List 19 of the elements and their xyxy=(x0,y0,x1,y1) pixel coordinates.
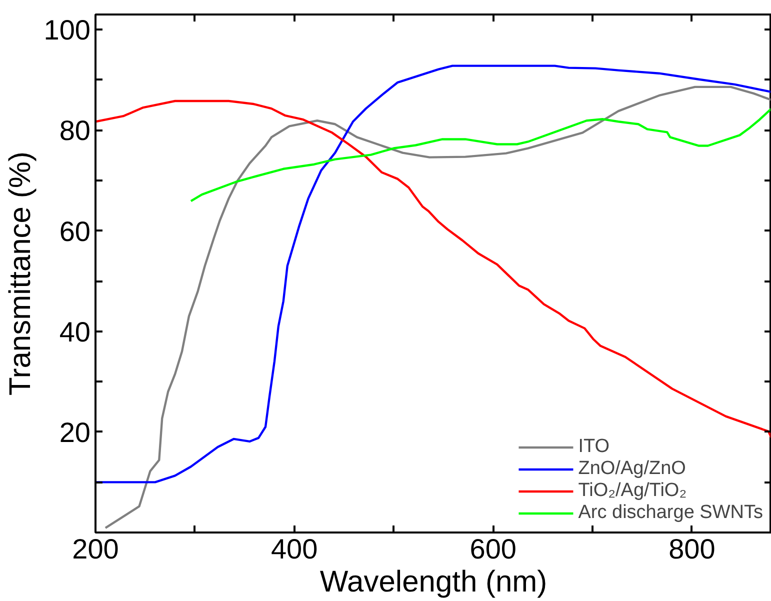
x-axis-title: Wavelength (nm) xyxy=(320,566,548,598)
line-series xyxy=(96,100,771,440)
y-axis-title: Transmittance (%) xyxy=(4,152,37,396)
line-series xyxy=(96,64,771,484)
y-tick-label: 60 xyxy=(59,216,91,247)
y-tick-label: 100 xyxy=(44,14,90,46)
legend-label: ITO xyxy=(578,436,610,458)
legend-label: ZnO/Ag/ZnO xyxy=(578,458,686,480)
x-tick-label: 800 xyxy=(668,534,716,564)
y-tick-label: 20 xyxy=(59,416,91,448)
legend-label: TiO₂/Ag/TiO₂ xyxy=(578,480,687,502)
y-tick-label: 40 xyxy=(59,316,91,348)
x-tick-label: 600 xyxy=(470,534,517,564)
y-tick-label: 80 xyxy=(59,115,91,146)
line-series xyxy=(104,86,771,530)
x-tick-label: 200 xyxy=(72,534,119,564)
line-series xyxy=(190,107,771,202)
legend-label: Arc discharge SWNTs xyxy=(578,502,763,524)
x-tick-label: 400 xyxy=(270,534,318,564)
